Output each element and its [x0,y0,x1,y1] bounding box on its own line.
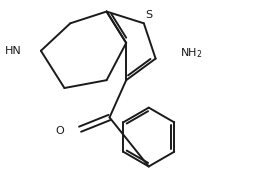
Text: O: O [56,126,65,136]
Text: S: S [145,11,152,20]
Text: NH$_2$: NH$_2$ [180,46,203,60]
Text: HN: HN [5,46,21,56]
